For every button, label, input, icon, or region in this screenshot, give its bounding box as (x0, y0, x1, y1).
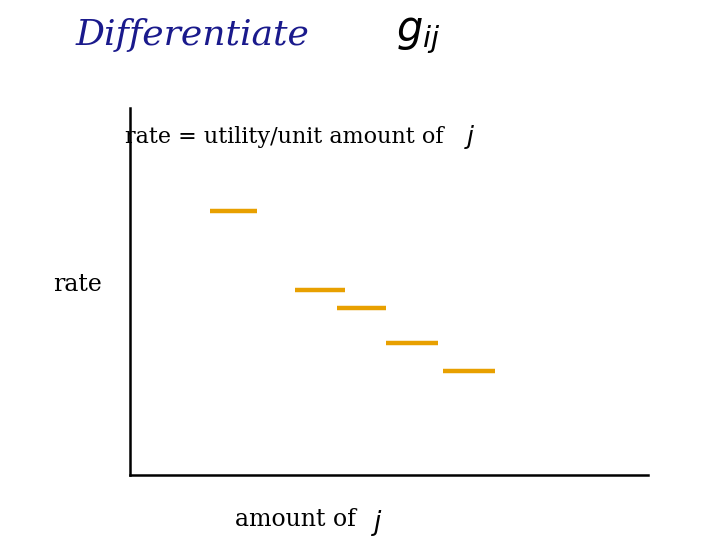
Text: $j$: $j$ (371, 508, 383, 538)
Text: amount of: amount of (235, 508, 363, 531)
Text: $g_{ij}$: $g_{ij}$ (396, 14, 441, 56)
Text: $j$: $j$ (464, 123, 476, 151)
Text: Differentiate: Differentiate (76, 18, 310, 52)
Text: rate = utility/unit amount of: rate = utility/unit amount of (125, 126, 451, 149)
Text: rate: rate (53, 273, 102, 296)
